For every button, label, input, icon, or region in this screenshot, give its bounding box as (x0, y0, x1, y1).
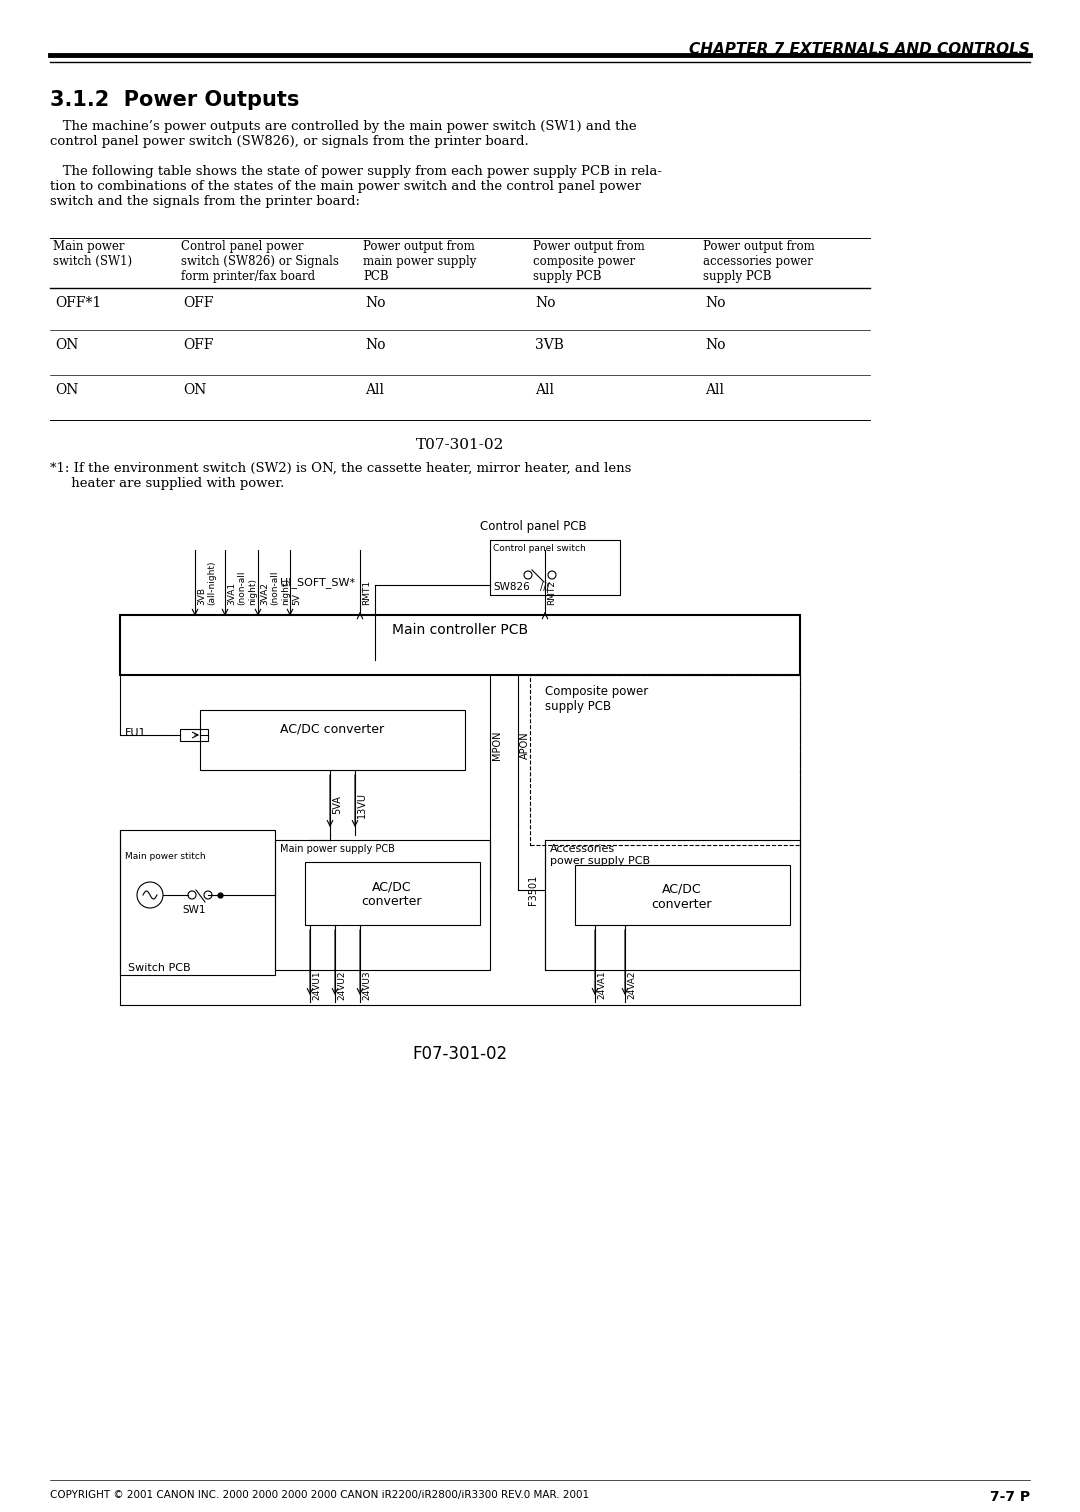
Text: Accessories
power supply PCB: Accessories power supply PCB (550, 844, 650, 865)
Text: ON: ON (55, 383, 79, 398)
Text: 3VA1
(non-all
night): 3VA1 (non-all night) (227, 570, 257, 605)
Text: 7-7 P: 7-7 P (990, 1489, 1030, 1504)
Text: SW826: SW826 (492, 582, 530, 593)
Text: 24VU3: 24VU3 (362, 971, 372, 999)
Bar (490, 540, 620, 596)
Text: All: All (535, 383, 554, 398)
Text: Control panel PCB: Control panel PCB (480, 520, 586, 534)
Text: 5VA: 5VA (332, 795, 342, 815)
Text: 3VB: 3VB (535, 339, 564, 352)
Text: 5V: 5V (292, 593, 301, 605)
Text: The following table shows the state of power supply from each power supply PCB i: The following table shows the state of p… (50, 165, 662, 209)
Text: No: No (705, 296, 726, 310)
Text: 13VU: 13VU (357, 792, 367, 818)
Bar (530, 674, 800, 845)
Text: CHAPTER 7 EXTERNALS AND CONTROLS: CHAPTER 7 EXTERNALS AND CONTROLS (689, 42, 1030, 57)
Bar (545, 841, 800, 971)
Text: 3VA2
(non-all
night): 3VA2 (non-all night) (260, 570, 289, 605)
Text: AC/DC
converter: AC/DC converter (651, 883, 712, 912)
Text: The machine’s power outputs are controlled by the main power switch (SW1) and th: The machine’s power outputs are controll… (50, 119, 636, 148)
Text: 24VA2: 24VA2 (627, 971, 636, 999)
Text: Power output from
main power supply
PCB: Power output from main power supply PCB (363, 240, 476, 283)
Text: MPON: MPON (492, 730, 502, 759)
Bar (120, 615, 800, 674)
Text: RMT1: RMT1 (362, 581, 372, 605)
Text: APON: APON (519, 732, 530, 759)
Text: F07-301-02: F07-301-02 (413, 1045, 508, 1063)
Text: FU1: FU1 (125, 727, 147, 738)
Text: All: All (365, 383, 384, 398)
Text: UI_SOFT_SW*: UI_SOFT_SW* (280, 578, 355, 588)
Text: Control panel power
switch (SW826) or Signals
form printer/fax board: Control panel power switch (SW826) or Si… (181, 240, 339, 283)
Text: 24VU2: 24VU2 (337, 971, 346, 999)
Text: OFF*1: OFF*1 (55, 296, 102, 310)
Text: Composite power
supply PCB: Composite power supply PCB (545, 685, 648, 714)
Text: SW1: SW1 (183, 906, 205, 915)
Bar (275, 841, 490, 971)
Text: All: All (705, 383, 724, 398)
Text: F3501: F3501 (528, 875, 538, 906)
Text: ///: /// (540, 582, 550, 593)
Text: Main power stitch: Main power stitch (125, 851, 205, 860)
Text: No: No (365, 339, 386, 352)
Text: Power output from
accessories power
supply PCB: Power output from accessories power supp… (703, 240, 814, 283)
Text: OFF: OFF (183, 339, 214, 352)
Text: 24VU1: 24VU1 (312, 971, 321, 999)
Bar (180, 729, 208, 741)
Bar (305, 862, 480, 925)
Bar (575, 865, 789, 925)
Bar (120, 830, 275, 975)
Text: Main power supply PCB: Main power supply PCB (280, 844, 395, 854)
Text: T07-301-02: T07-301-02 (416, 438, 504, 452)
Bar (200, 711, 465, 770)
Text: 3.1.2  Power Outputs: 3.1.2 Power Outputs (50, 91, 299, 110)
Text: OFF: OFF (183, 296, 214, 310)
Text: ON: ON (55, 339, 79, 352)
Text: Power output from
composite power
supply PCB: Power output from composite power supply… (534, 240, 645, 283)
Text: Main controller PCB: Main controller PCB (392, 623, 528, 637)
Text: COPYRIGHT © 2001 CANON INC. 2000 2000 2000 2000 CANON iR2200/iR2800/iR3300 REV.0: COPYRIGHT © 2001 CANON INC. 2000 2000 20… (50, 1489, 589, 1500)
Text: AC/DC
converter: AC/DC converter (362, 880, 422, 909)
Text: No: No (535, 296, 555, 310)
Text: RMT2: RMT2 (546, 581, 556, 605)
Text: 24VA1: 24VA1 (597, 971, 606, 999)
Text: Switch PCB: Switch PCB (129, 963, 191, 974)
Text: Main power
switch (SW1): Main power switch (SW1) (53, 240, 132, 268)
Text: No: No (705, 339, 726, 352)
Text: AC/DC converter: AC/DC converter (280, 723, 384, 735)
Text: 3VB
(all-night): 3VB (all-night) (197, 561, 216, 605)
Text: ON: ON (183, 383, 206, 398)
Text: Control panel switch: Control panel switch (492, 544, 585, 553)
Text: *1: If the environment switch (SW2) is ON, the cassette heater, mirror heater, a: *1: If the environment switch (SW2) is O… (50, 463, 632, 490)
Text: No: No (365, 296, 386, 310)
